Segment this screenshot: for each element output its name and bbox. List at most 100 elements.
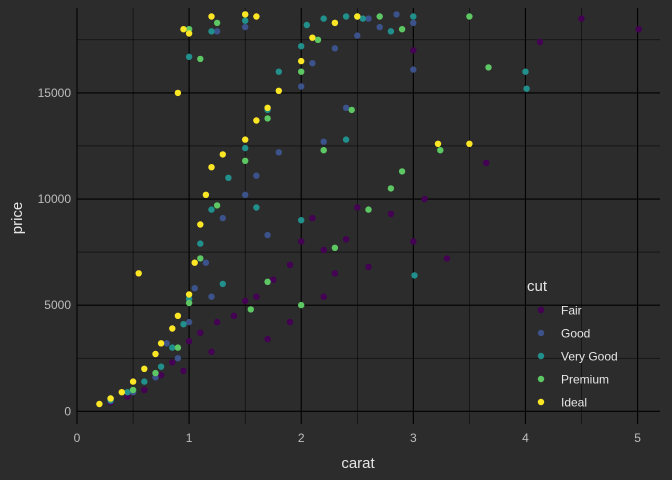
data-point-premium (242, 157, 249, 164)
data-point-ideal (185, 30, 193, 37)
data-point-fair (286, 318, 294, 326)
data-point-ideal (180, 26, 187, 33)
data-point-premium (437, 147, 444, 154)
data-point-fair (208, 348, 215, 355)
legend-label: Ideal (561, 396, 587, 410)
data-point-good (185, 318, 193, 326)
legend-key (537, 306, 545, 314)
data-point-very-good (303, 21, 310, 29)
data-point-ideal (174, 312, 182, 319)
data-point-very-good (208, 28, 215, 35)
data-point-premium (466, 13, 473, 20)
data-point-premium (485, 64, 492, 71)
data-point-fair (410, 47, 417, 54)
data-point-very-good (157, 363, 165, 370)
data-point-premium (152, 369, 159, 377)
data-point-ideal (309, 34, 316, 41)
data-point-premium (314, 36, 322, 43)
data-point-very-good (298, 43, 305, 50)
legend-key (537, 329, 545, 337)
data-point-fair (536, 38, 544, 46)
legend-label: Good (561, 327, 590, 341)
data-point-good (354, 32, 361, 39)
data-point-good (365, 15, 372, 22)
data-point-very-good (359, 15, 367, 22)
data-point-ideal (253, 13, 260, 20)
data-point-fair (298, 238, 305, 245)
data-point-premium (197, 255, 204, 262)
x-tick-label: 1 (186, 431, 193, 445)
data-point-ideal (208, 164, 215, 171)
x-tick-label: 3 (410, 431, 417, 445)
data-point-good (163, 340, 170, 347)
data-point-premium (331, 244, 339, 251)
data-point-premium (387, 185, 395, 192)
data-point-ideal (118, 389, 126, 396)
data-point-fair (230, 312, 238, 319)
data-point-good (275, 149, 282, 156)
data-point-ideal (242, 136, 249, 143)
legend-key (537, 398, 545, 406)
data-point-premium (298, 68, 305, 75)
data-point-premium (320, 147, 327, 154)
data-point-ideal (242, 11, 249, 18)
data-point-very-good (523, 85, 530, 92)
legend: cut Fair Good Very Good Premium Ideal (527, 278, 618, 410)
data-point-fair (421, 195, 428, 203)
data-point-premium (247, 306, 254, 313)
data-point-good (298, 83, 305, 90)
data-point-good (191, 285, 198, 292)
data-point-very-good (225, 174, 232, 181)
data-point-ideal (157, 340, 165, 347)
data-point-premium (264, 115, 271, 122)
data-point-very-good (169, 344, 176, 351)
data-point-very-good (180, 321, 187, 328)
data-point-ideal (275, 87, 282, 95)
data-point-fair (320, 246, 327, 254)
grid-lines (76, 8, 660, 424)
data-point-ideal (191, 259, 198, 266)
data-point-ideal (185, 291, 193, 298)
y-tick-label: 0 (64, 404, 71, 418)
x-tick-label: 2 (298, 431, 305, 445)
data-point-good (342, 104, 350, 112)
data-point-very-good (197, 240, 204, 247)
data-point-premium (376, 13, 383, 20)
legend-title: cut (527, 278, 548, 295)
data-point-fair (141, 386, 148, 394)
data-point-good (213, 28, 221, 35)
data-point-ideal (96, 400, 103, 408)
data-point-ideal (466, 140, 473, 147)
x-axis-title: carat (341, 455, 375, 472)
data-point-fair (169, 359, 176, 366)
data-point-good (219, 214, 226, 222)
data-point-ideal (253, 117, 260, 124)
y-tick-label: 15000 (38, 86, 72, 100)
data-point-very-good (522, 68, 529, 75)
data-point-premium (398, 26, 406, 33)
data-point-premium (365, 206, 372, 213)
data-point-fair (483, 159, 490, 167)
data-point-ideal (298, 57, 305, 65)
data-point-good (376, 23, 383, 31)
data-point-good (264, 231, 271, 239)
data-point-ideal (174, 89, 182, 97)
x-tick-label: 4 (522, 431, 529, 445)
data-point-fair (443, 255, 451, 262)
y-tick-label: 10000 (38, 192, 72, 206)
data-point-ideal (354, 13, 361, 20)
data-point-fair (320, 293, 327, 300)
data-point-good (331, 45, 339, 52)
data-point-fair (578, 15, 585, 22)
data-point-fair (387, 210, 395, 218)
legend-key (537, 375, 545, 383)
data-point-very-good (342, 13, 350, 20)
data-point-ideal (202, 191, 210, 198)
data-point-very-good (185, 53, 193, 60)
data-point-fair (185, 338, 193, 345)
data-point-good (202, 259, 210, 266)
data-point-premium (213, 19, 221, 27)
data-point-premium (348, 106, 355, 114)
data-point-premium (185, 299, 193, 307)
x-axis-ticks: 0 1 2 3 4 5 (74, 431, 642, 445)
